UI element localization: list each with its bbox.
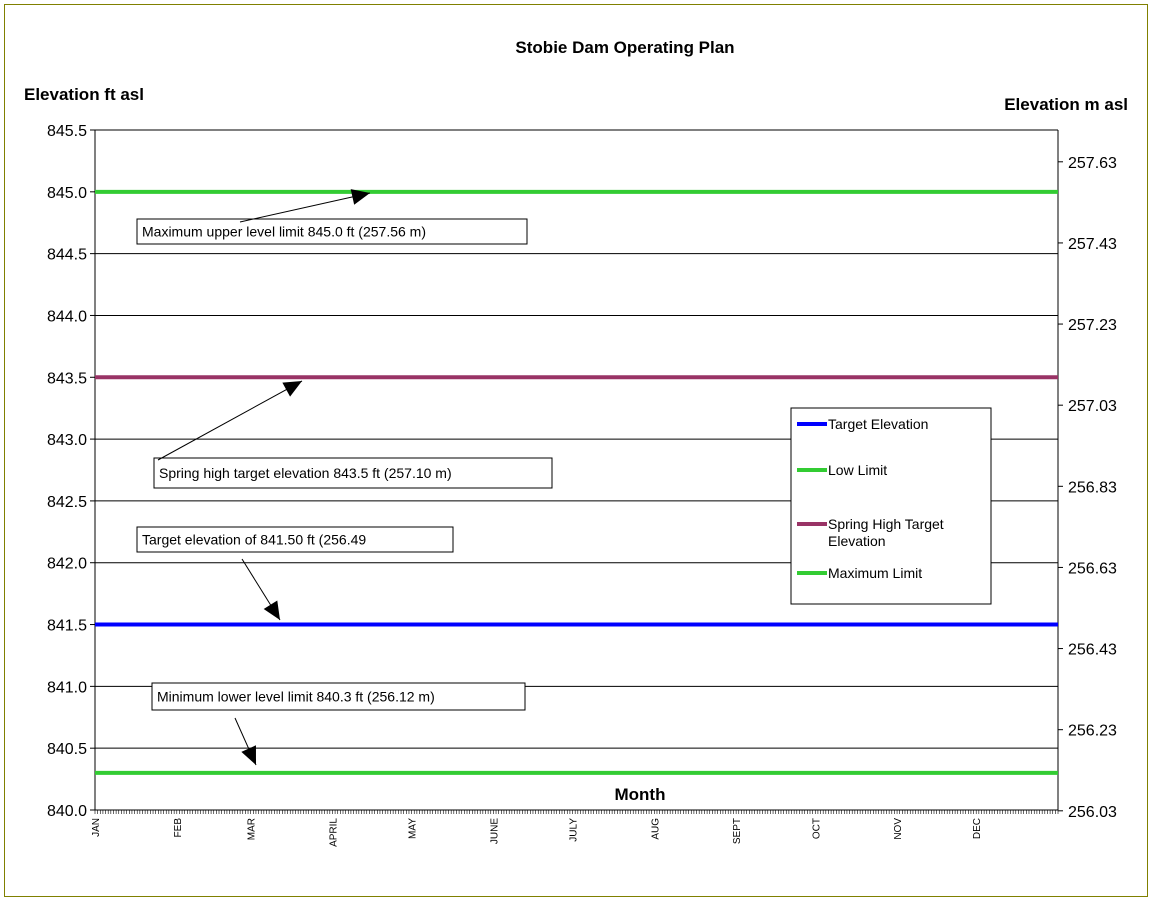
y2-tick-label: 257.03 [1068, 398, 1117, 415]
chart-frame [4, 4, 1148, 897]
x-tick-label: NOV [893, 818, 904, 840]
x-tick-label: MAY [408, 818, 419, 839]
legend-label: Low Limit [828, 462, 887, 478]
x-tick-label: JULY [569, 818, 580, 842]
annotation-arrowhead [263, 600, 280, 620]
y2-tick-label: 257.43 [1068, 236, 1117, 253]
y-axis-title: Elevation ft asl [24, 85, 144, 104]
y-tick-label: 844.5 [47, 247, 87, 264]
legend-label: Elevation [828, 533, 886, 549]
series-lines [95, 189, 1058, 775]
annotation-arrow-line [239, 192, 371, 223]
y-tick-label: 842.0 [47, 556, 87, 573]
x-tick-label: JAN [91, 818, 102, 837]
y-tick-label: 842.5 [47, 494, 87, 511]
y-tick-label: 844.0 [47, 308, 87, 325]
legend-label: Spring High Target [828, 516, 944, 532]
annotation-arrowhead [282, 381, 302, 397]
y2-tick-label: 256.23 [1068, 723, 1117, 740]
y-tick-label: 841.0 [47, 679, 87, 696]
annotation-text: Maximum upper level limit 845.0 ft (257.… [142, 224, 426, 240]
x-tick-label: MAR [247, 818, 258, 840]
legend-label: Maximum Limit [828, 565, 922, 581]
annotation-box [136, 218, 528, 245]
x-tick-label: DEC [972, 818, 983, 839]
x-tick-label: OCT [811, 818, 822, 839]
y2-tick-label: 256.63 [1068, 560, 1117, 577]
x-axis-title: Month [615, 785, 666, 804]
chart-title: Stobie Dam Operating Plan [515, 38, 734, 57]
annotation-text: Spring high target elevation 843.5 ft (2… [159, 465, 452, 481]
annotation-box [151, 682, 526, 711]
annotation-box [153, 457, 553, 489]
x-tick-label: APRIL [328, 818, 339, 847]
y-tick-label: 840.0 [47, 803, 87, 820]
legend-label: Target Elevation [828, 416, 928, 432]
y2-tick-label: 256.83 [1068, 479, 1117, 496]
y2-tick-label: 257.63 [1068, 155, 1117, 172]
x-tick-label: AUG [650, 818, 661, 840]
y-tick-label: 843.0 [47, 432, 87, 449]
axes: 840.0 840.5 841.0 841.5 842.0 842.5 843.0 843.5… [47, 123, 1117, 847]
y-tick-label: 845.5 [47, 123, 87, 140]
y-tick-label: 841.5 [47, 618, 87, 635]
x-tick-label: SEPT [732, 818, 743, 844]
annotation-arrowhead [350, 189, 370, 205]
y-tick-label: 843.5 [47, 370, 87, 387]
annotation-arrowhead [241, 745, 256, 765]
y-tick-label: 845.0 [47, 185, 87, 202]
legend: Target Elevation Low Limit Spring High Tar… [790, 407, 992, 605]
annotation-text: Minimum lower level limit 840.3 ft (256.… [157, 689, 435, 705]
annotation-arrow-line [157, 380, 303, 461]
y2-tick-label: 256.43 [1068, 642, 1117, 659]
annotation-box [136, 526, 454, 553]
x-tick-label: JUNE [489, 818, 500, 844]
y2-axis-title: Elevation m asl [1004, 95, 1128, 114]
annotation-text: Target elevation of 841.50 ft (256.49 [142, 532, 366, 548]
y2-tick-label: 256.03 [1068, 804, 1117, 821]
annotations: Maximum upper level limit 845.0 ft (257.… [136, 189, 553, 766]
y-tick-label: 840.5 [47, 741, 87, 758]
x-tick-label: FEB [173, 818, 184, 838]
y2-tick-label: 257.23 [1068, 317, 1117, 334]
